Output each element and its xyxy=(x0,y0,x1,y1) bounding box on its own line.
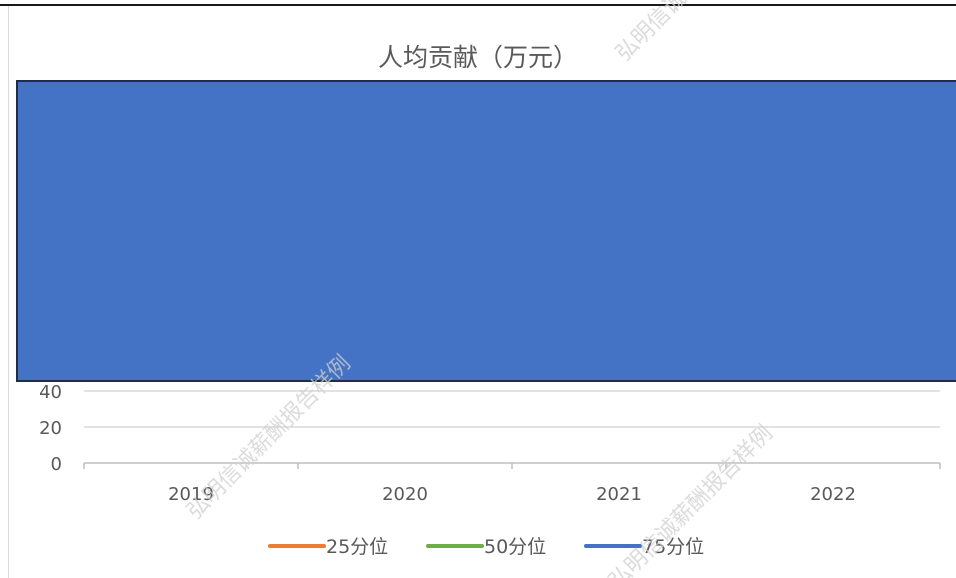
legend-label-50: 50分位 xyxy=(484,536,546,558)
x-tick-label: 2020 xyxy=(382,484,428,505)
chart-title: 人均贡献（万元） xyxy=(378,43,578,72)
y-tick-label: 0 xyxy=(51,454,62,475)
legend-label-25: 25分位 xyxy=(326,536,388,558)
watermark-text: 弘明信诚薪酬报告样例 xyxy=(612,0,785,66)
x-tick-labels: 2019 2020 2021 2022 xyxy=(168,484,856,505)
legend-item-25: 25分位 xyxy=(268,536,388,558)
legend-item-50: 50分位 xyxy=(426,536,546,558)
legend: 25分位 50分位 75分位 xyxy=(268,536,704,558)
grid-lines xyxy=(84,390,940,464)
x-axis-ticks xyxy=(83,463,941,469)
legend-item-75: 75分位 xyxy=(584,536,704,558)
x-tick-label: 2021 xyxy=(596,484,642,505)
y-tick-labels: 40 20 0 xyxy=(39,382,62,475)
x-tick-label: 2022 xyxy=(810,484,856,505)
x-tick-label: 2019 xyxy=(168,484,214,505)
y-tick-label: 40 xyxy=(39,382,62,403)
legend-label-75: 75分位 xyxy=(642,536,704,558)
overlay-block xyxy=(16,80,956,382)
top-border-line xyxy=(0,4,956,6)
left-border-line xyxy=(8,6,9,578)
y-tick-label: 20 xyxy=(39,418,62,439)
